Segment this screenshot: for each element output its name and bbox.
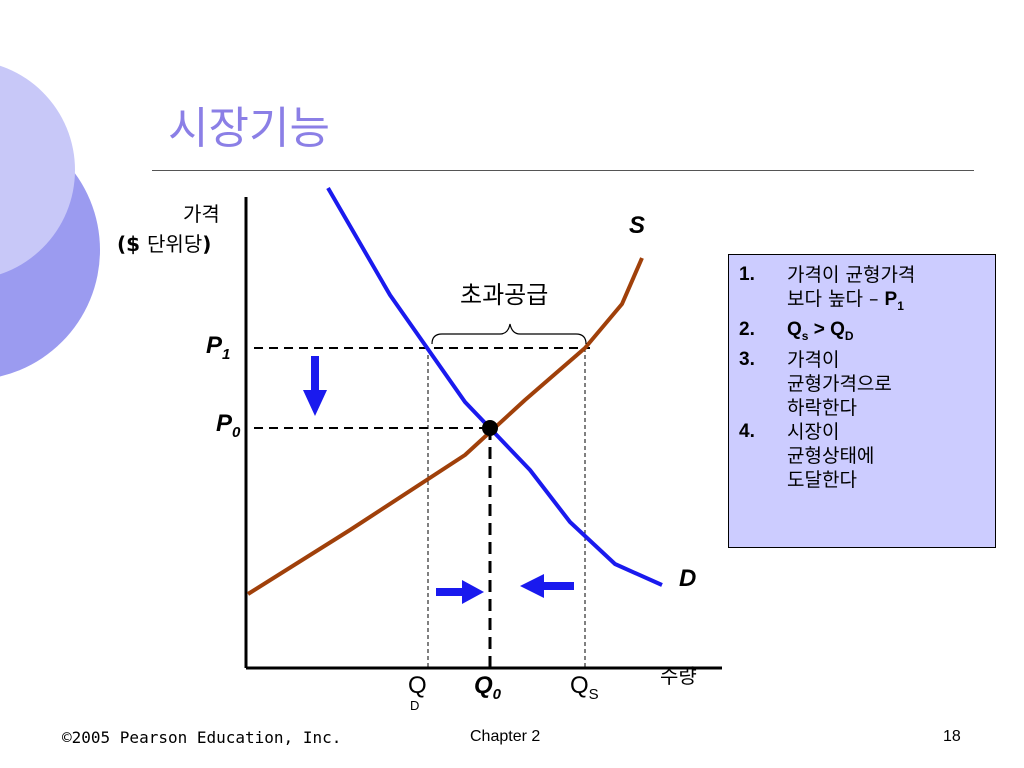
slide-title: 시장기능 [168, 103, 330, 154]
step-item: 2. Qs > QD [739, 318, 854, 343]
step-item: 3. 가격이 균형가격으로 하락한다 [739, 348, 892, 419]
decor-circle-light [0, 65, 75, 275]
step-item: 1. 가격이 균형가격 보다 높다 – P1 [739, 264, 916, 313]
y-axis-label: 가격 [183, 202, 220, 226]
excess-supply-brace [431, 323, 587, 345]
step-item: 4. 시장이 균형상태에 도달한다 [739, 420, 875, 491]
footer-chapter: Chapter 2 [470, 728, 541, 745]
demand-curve [326, 186, 663, 587]
y-axis-unit-label: ($ 단위당) [117, 232, 212, 256]
q0-label: Q0 [474, 672, 502, 703]
excess-supply-label: 초과공급 [460, 281, 549, 309]
quantity-left-arrow-icon [520, 574, 574, 598]
demand-label: D [679, 565, 697, 592]
p1-label: P1 [206, 332, 231, 363]
footer-copyright: ©2005 Pearson Education, Inc. [62, 728, 342, 747]
title-divider [152, 170, 974, 171]
price-down-arrow-icon [303, 356, 327, 416]
equilibrium-point [482, 420, 498, 436]
footer-page-number: 18 [943, 728, 961, 745]
explanation-box: 1. 가격이 균형가격 보다 높다 – P1 2. Qs > QD 3. 가격이 균… [728, 254, 996, 548]
decorative-circles [0, 65, 100, 377]
x-axis-label: 수량 [660, 664, 697, 688]
qs-label: QS [570, 672, 599, 703]
supply-label: S [629, 212, 646, 239]
quantity-right-arrow-icon [436, 580, 484, 604]
p0-label: P0 [216, 410, 241, 441]
supply-curve [246, 257, 644, 596]
